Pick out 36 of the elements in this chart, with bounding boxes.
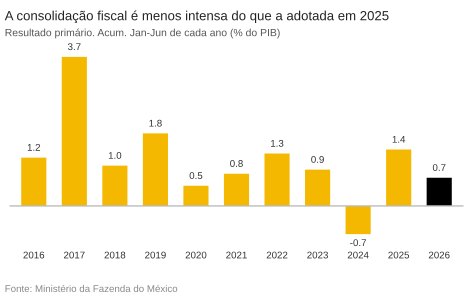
x-tick-label: 2026 xyxy=(428,252,450,258)
data-label: 0.7 xyxy=(432,164,446,171)
chart-title: A consolidação fiscal é menos intensa do que a adotada em 2025 xyxy=(4,10,389,24)
source-note: Fonte: Ministério da Fazenda do México xyxy=(6,284,178,292)
x-tick-label: 2016 xyxy=(23,252,44,258)
data-label: 1.4 xyxy=(392,136,406,143)
data-label: 1.8 xyxy=(149,120,162,127)
x-tick-label: 2019 xyxy=(145,252,166,258)
x-tick-label: 2025 xyxy=(388,252,410,258)
bar xyxy=(102,166,128,206)
data-label: 0.9 xyxy=(311,156,324,163)
x-tick-label: 2021 xyxy=(226,252,247,258)
data-label: 1.3 xyxy=(271,140,284,147)
x-tick-label: 2024 xyxy=(348,252,369,258)
data-label: 0.5 xyxy=(190,172,202,180)
x-tick-label: 2018 xyxy=(104,252,126,258)
x-tick-label: 2017 xyxy=(64,252,85,258)
x-tick-label: 2020 xyxy=(186,252,206,258)
bar xyxy=(346,206,371,234)
data-label: 1.2 xyxy=(28,144,40,151)
data-label: -0.7 xyxy=(350,239,366,246)
data-label: 0.8 xyxy=(230,160,243,167)
bar xyxy=(183,186,209,206)
bar xyxy=(264,154,290,206)
bar xyxy=(426,178,452,206)
bar xyxy=(142,133,168,206)
x-tick-label: 2022 xyxy=(266,252,288,258)
bar xyxy=(386,150,412,206)
data-label: 3.7 xyxy=(68,43,81,50)
bar xyxy=(305,170,330,206)
x-tick-label: 2023 xyxy=(307,252,328,258)
bar xyxy=(224,174,250,206)
bar xyxy=(21,158,46,206)
data-label: 1.0 xyxy=(108,152,122,159)
chart-subtitle: Resultado primário. Acum. Jan-Jun de cada ano (% do PIB) xyxy=(6,28,280,38)
bar xyxy=(62,56,87,206)
